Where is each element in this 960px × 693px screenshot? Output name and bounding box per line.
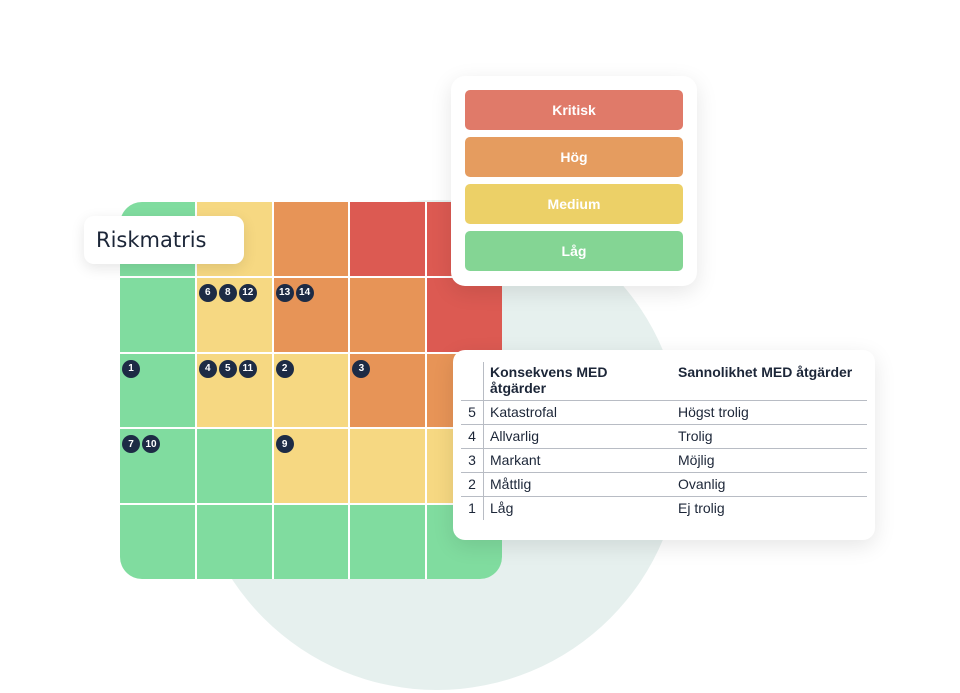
table-cell-sannolikhet: Möjlig: [672, 448, 867, 473]
risk-marker-group: 1: [122, 359, 140, 378]
table-cell-num: 5: [461, 400, 484, 425]
matrix-cell: [120, 277, 195, 352]
matrix-cell: [196, 505, 272, 579]
table-cell-sannolikhet: Trolig: [672, 424, 867, 449]
table-row: 2 Måttlig Ovanlig: [461, 472, 867, 497]
matrix-cell: [273, 202, 349, 276]
matrix-cell: [196, 429, 272, 504]
table-cell-konsekvens: Katastrofal: [483, 400, 672, 425]
table-cell-sannolikhet: Högst trolig: [672, 400, 867, 425]
table-row: 4 Allvarlig Trolig: [461, 424, 867, 449]
table-row: 3 Markant Möjlig: [461, 448, 867, 473]
risk-marker: 3: [352, 359, 371, 378]
risk-marker-group: 2: [275, 359, 294, 378]
matrix-cell: [120, 505, 195, 579]
risk-marker: 2: [275, 359, 294, 378]
table-cell-sannolikhet: Ej trolig: [678, 500, 725, 516]
table-cell-num: 2: [461, 472, 484, 497]
matrix-cell: [350, 429, 426, 504]
table-cell-num: 1: [461, 496, 484, 520]
risk-marker: 7: [122, 435, 140, 454]
legend-item-medium: Medium: [465, 184, 683, 224]
risk-marker: 1: [122, 359, 140, 378]
legend-card: Kritisk Hög Medium Låg: [451, 76, 697, 286]
table-cell-konsekvens: Låg: [490, 500, 514, 516]
table-row: 5 Katastrofal Högst trolig: [461, 400, 867, 425]
matrix-cell: 6 8 12: [196, 277, 272, 352]
risk-marker-group: 7 10: [122, 435, 160, 454]
risk-marker: 9: [275, 435, 294, 454]
risk-marker: 4: [198, 359, 217, 378]
table-cell-konsekvens: Allvarlig: [483, 424, 672, 449]
legend-label: Medium: [547, 196, 601, 212]
matrix-cell: 3: [350, 353, 426, 428]
risk-marker: 11: [238, 359, 257, 378]
risk-marker: 5: [218, 359, 237, 378]
risk-marker: 13: [275, 283, 294, 302]
table-row: 1 Låg Ej trolig: [461, 496, 867, 520]
legend-label: Hög: [560, 149, 588, 165]
legend-item-hog: Hög: [465, 137, 683, 177]
risk-marker-group: 4 5 11: [198, 359, 257, 378]
table-cell-sannolikhet: Ovanlig: [672, 472, 867, 497]
matrix-cell: [427, 277, 502, 352]
matrix-cell: 2: [273, 353, 349, 428]
risk-marker: 8: [218, 283, 237, 302]
matrix-cell: 4 5 11: [196, 353, 272, 428]
matrix-cell: 1: [120, 353, 195, 428]
table-header-row: Konsekvens MED åtgärder Sannolikhet MED …: [461, 362, 867, 401]
title-card: Riskmatris: [84, 216, 244, 264]
matrix-cell: [350, 202, 426, 276]
table-header-konsekvens: Konsekvens MED åtgärder: [483, 362, 672, 401]
risk-matrix-grid: 6 8 12 13 14 1 4 5 11 2 3 7 10 9: [120, 202, 502, 579]
risk-marker-group: 13 14: [275, 283, 314, 302]
scale-table: Konsekvens MED åtgärder Sannolikhet MED …: [461, 362, 867, 520]
matrix-cell: [350, 505, 426, 579]
table-header-num: [461, 362, 484, 401]
legend-item-kritisk: Kritisk: [465, 90, 683, 130]
risk-marker: 10: [142, 435, 160, 454]
legend-item-lag: Låg: [465, 231, 683, 271]
table-cell-konsekvens: Markant: [483, 448, 672, 473]
matrix-cell: [273, 505, 349, 579]
risk-marker-group: 6 8 12: [198, 283, 257, 302]
matrix-cell: [350, 277, 426, 352]
table-cell-num: 3: [461, 448, 484, 473]
scale-table-card: Konsekvens MED åtgärder Sannolikhet MED …: [453, 350, 875, 540]
table-cell-konsekvens: Måttlig: [483, 472, 672, 497]
risk-marker: 14: [295, 283, 314, 302]
risk-marker-group: 9: [275, 435, 294, 454]
risk-marker: 6: [198, 283, 217, 302]
risk-marker-group: 3: [352, 359, 371, 378]
matrix-cell: 13 14: [273, 277, 349, 352]
risk-marker: 12: [238, 283, 257, 302]
table-header-sannolikhet: Sannolikhet MED åtgärder: [672, 362, 867, 401]
page-title: Riskmatris: [96, 228, 207, 252]
legend-label: Kritisk: [552, 102, 596, 118]
legend-label: Låg: [561, 243, 587, 259]
matrix-cell: 9: [273, 429, 349, 504]
table-cell-num: 4: [461, 424, 484, 449]
matrix-cell: 7 10: [120, 429, 195, 504]
